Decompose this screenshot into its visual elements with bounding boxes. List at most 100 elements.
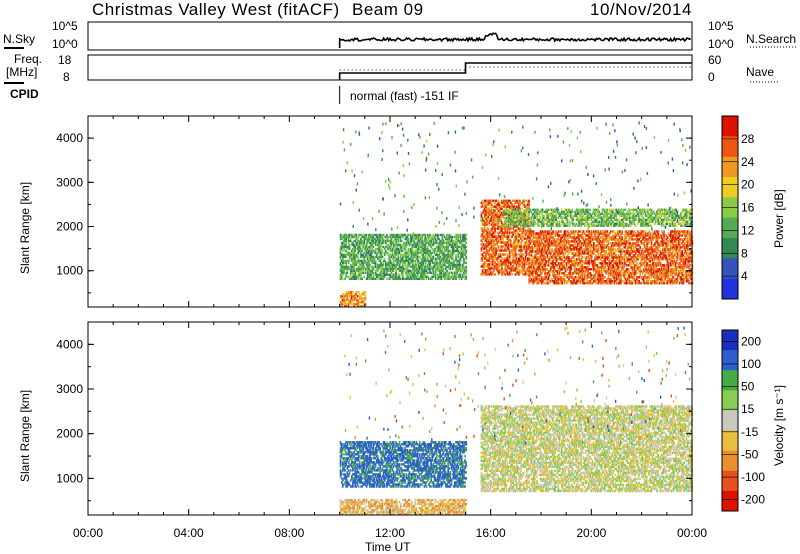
echo-cell <box>640 264 643 267</box>
echo-cell <box>579 252 582 255</box>
echo-cell <box>608 260 611 263</box>
echo-cell <box>357 273 360 276</box>
echo-cell <box>462 253 464 257</box>
echo-cell <box>581 276 584 279</box>
echo-cell <box>348 243 351 247</box>
echo-cell <box>528 266 531 269</box>
echo-cell <box>497 267 500 270</box>
echo-cell <box>390 267 393 271</box>
echo-cell <box>529 262 532 265</box>
echo-cell <box>564 238 567 241</box>
echo-cell <box>634 244 637 247</box>
echo-cell <box>456 241 458 245</box>
echo-cell <box>490 243 493 246</box>
echo-cell <box>404 251 406 255</box>
echo-cell <box>501 221 503 224</box>
echo-cell <box>446 245 448 249</box>
echo-cell <box>340 247 343 251</box>
echo-cell <box>459 257 462 261</box>
echo-cell <box>369 265 371 269</box>
echo-cell <box>565 250 568 253</box>
echo-cell <box>563 230 566 233</box>
echo-cell <box>596 258 599 261</box>
echo-cell <box>602 264 604 267</box>
echo-cell <box>617 248 620 251</box>
echo-cell <box>506 261 509 264</box>
echo-cell <box>573 246 576 249</box>
echo-cell <box>561 282 563 285</box>
echo-cell <box>660 264 663 267</box>
echo-cell <box>498 203 501 206</box>
echo-cell <box>489 269 492 272</box>
echo-cell <box>463 251 465 255</box>
echo-cell <box>662 264 664 267</box>
echo-cell <box>486 235 488 238</box>
echo-cell <box>380 249 383 253</box>
echo-cell <box>591 282 594 285</box>
echo-cell <box>604 280 606 283</box>
echo-cell <box>448 249 451 253</box>
echo-cell <box>559 268 561 271</box>
echo-cell <box>383 267 386 271</box>
echo-cell <box>502 271 504 274</box>
echo-cell <box>648 278 651 281</box>
echo-cell <box>524 267 527 270</box>
echo-cell <box>494 227 496 230</box>
echo-cell <box>583 240 586 243</box>
echo-cell <box>641 262 644 265</box>
echo-cell <box>612 256 614 259</box>
echo-cell <box>538 240 541 243</box>
echo-cell <box>447 261 449 265</box>
echo-cell <box>559 270 561 273</box>
echo-cell <box>456 265 458 269</box>
echo-cell <box>546 256 549 259</box>
echo-cell <box>505 249 508 252</box>
echo-cell <box>613 242 616 245</box>
echo-cell <box>586 230 588 233</box>
echo-cell <box>529 248 532 251</box>
echo-cell <box>463 235 465 239</box>
echo-cell <box>579 234 582 237</box>
echo-cell <box>480 205 483 208</box>
echo-cell <box>441 261 444 265</box>
echo-cell <box>513 255 516 258</box>
echo-cell <box>502 223 504 226</box>
echo-cell <box>580 242 583 245</box>
echo-cell <box>387 253 389 257</box>
echo-cell <box>421 253 423 257</box>
echo-cell <box>632 256 635 259</box>
echo-cell <box>442 255 445 259</box>
echo-cell <box>456 245 458 249</box>
echo-cell <box>457 269 460 272</box>
echo-cell <box>464 235 466 239</box>
echo-cell <box>555 244 558 247</box>
echo-cell <box>406 251 409 255</box>
echo-cell <box>647 250 649 253</box>
echo-cell <box>672 268 674 271</box>
echo-cell <box>659 262 662 265</box>
echo-cell <box>654 250 656 253</box>
echo-cell <box>518 199 520 202</box>
echo-cell <box>587 252 589 255</box>
echo-cell <box>604 266 606 269</box>
echo-cell <box>496 203 499 206</box>
echo-cell <box>368 245 370 249</box>
echo-cell <box>619 258 621 261</box>
echo-cell <box>454 249 456 253</box>
echo-cell <box>449 253 452 257</box>
echo-cell <box>637 276 639 279</box>
echo-cell <box>424 263 427 267</box>
echo-cell <box>542 254 544 257</box>
echo-cell <box>340 271 343 274</box>
echo-cell <box>442 263 445 267</box>
echo-cell <box>518 257 520 260</box>
echo-cell <box>599 240 602 243</box>
echo-cell <box>351 259 353 263</box>
echo-cell <box>594 230 596 233</box>
echo-cell <box>647 240 649 243</box>
echo-cell <box>629 242 631 245</box>
echo-cell <box>650 256 653 259</box>
echo-cell <box>497 245 500 248</box>
echo-cell <box>357 267 360 271</box>
echo-cell <box>501 223 503 226</box>
